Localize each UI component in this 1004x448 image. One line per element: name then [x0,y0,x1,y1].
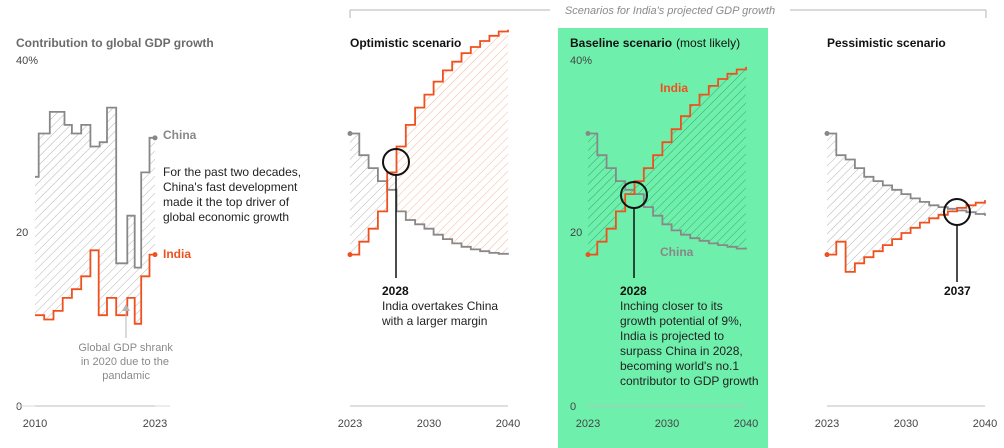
panel2-china-dot [347,131,353,137]
p2-annotation-year: 2028 [382,284,409,298]
p1-annotation-china-line2: China's fast development [163,180,298,194]
p4-xtick-2040: 2040 [973,418,997,430]
panel1-india-line [35,249,155,325]
p1-annotation-pandemic-line1: Global GDP shrank [78,342,173,354]
p3-ytick-40: 40% [570,55,592,67]
lines-layer [35,29,986,325]
panel3-title-main: Baseline scenario [570,36,672,50]
panel1-china-dot [152,135,158,141]
p3-annotation-year: 2028 [620,284,647,298]
p2-annotation-line1: India overtakes China [382,299,498,313]
panel3-china-dot [585,131,591,137]
p2-xtick-2040: 2040 [496,418,520,430]
panel1-title: Contribution to global GDP growth [16,36,214,50]
panel4-title: Pessimistic scenario [827,36,946,50]
p3-xtick-2030: 2030 [655,418,679,430]
p1-annotation-pandemic-line2: in 2020 due to the [81,356,169,368]
p1-annotation-china-line3: made it the top driver of [163,195,290,209]
p1-annotation-china: For the past two decades, China's fast d… [163,165,304,224]
panel3-india-line [588,66,747,256]
panel2-gap-area-ahead [393,29,508,255]
p1-annotation-pandemic-line3: pandamic [102,370,150,382]
p2-xtick-2030: 2030 [417,418,441,430]
p1-xtick-2023: 2023 [143,418,167,430]
p3-china-label: China [660,245,694,259]
panel3-title: Baseline scenario (most likely) [570,36,740,50]
p3-ytick-20: 20 [570,227,582,239]
p1-annotation-pandemic: Global GDP shrank in 2020 due to the pan… [78,342,176,382]
p1-ytick-40: 40% [16,55,38,67]
p2-xtick-2023: 2023 [338,418,362,430]
p1-ytick-0: 0 [16,401,22,413]
p2-annotation-line2: with a larger margin [381,314,487,328]
areas-layer [35,29,985,324]
p3-annotation-line4: surpass China in 2028, [620,344,743,358]
p1-annotation-china-line1: For the past two decades, [163,165,301,179]
banner-text: Scenarios for India's projected GDP grow… [565,5,775,17]
panel1-gap-area [35,107,155,324]
panel2-india-line [350,29,509,256]
p2-annotation-text: India overtakes China with a larger marg… [381,299,501,328]
p1-xtick-2010: 2010 [23,418,47,430]
panel3-china-line [588,132,747,250]
p3-annotation-line3: India is projected to [620,329,724,343]
p3-xtick-2040: 2040 [734,418,758,430]
panel4-gap-area [827,133,985,272]
p3-annotation-line5: becoming world's no.1 [620,359,739,373]
panel2-india-dot [347,252,353,258]
panel2-title: Optimistic scenario [350,36,461,50]
panel2-china-line [350,132,509,255]
p3-ytick-0: 0 [570,401,576,413]
p3-annotation-text: Inching closer to its growth potential o… [620,299,759,388]
panel3-title-note: (most likely) [676,36,740,50]
p1-ytick-20: 20 [16,227,28,239]
p1-china-label: China [163,128,197,142]
p3-india-label: India [660,81,688,95]
panel1-india-dot [152,252,158,258]
p3-annotation-line1: Inching closer to its [620,299,723,313]
panel4-china-dot [824,131,830,137]
p4-xtick-2030: 2030 [894,418,918,430]
panel4-china-line [827,132,986,216]
p4-annotation-year: 2037 [944,284,971,298]
panel1-china-line [35,106,155,269]
panel4-india-line [827,200,986,273]
p3-xtick-2023: 2023 [576,418,600,430]
p3-annotation-line2: growth potential of 9%, [620,314,742,328]
panel4-india-dot [824,252,830,258]
panel3-india-dot [585,252,591,258]
p1-india-label: India [163,247,191,261]
p1-pandemic-arrow [122,304,130,311]
p3-annotation-line6: contributor to GDP growth [620,374,759,388]
p1-annotation-china-line4: global economic growth [163,210,289,224]
p4-xtick-2023: 2023 [815,418,839,430]
panel3-gap-area [588,66,746,255]
